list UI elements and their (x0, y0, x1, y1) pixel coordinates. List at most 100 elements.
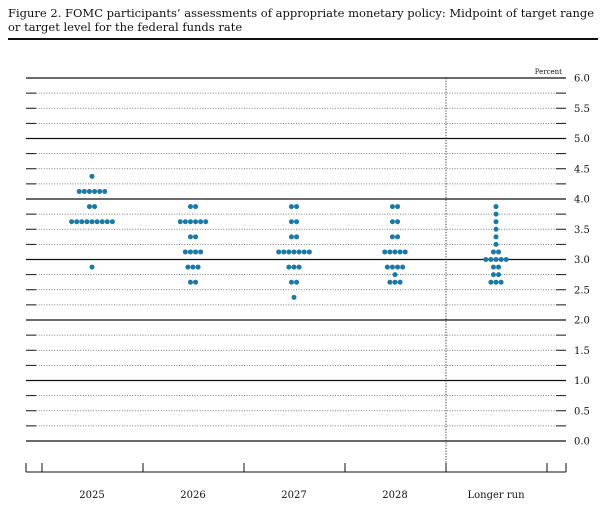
projection-dot (387, 249, 393, 255)
projection-dot (490, 272, 496, 278)
y-tick-label: 5.5 (574, 104, 590, 115)
projection-dot (193, 249, 199, 255)
projection-dot (395, 234, 401, 240)
projection-dot (185, 264, 191, 270)
projection-dot (387, 279, 393, 285)
projection-dot (395, 204, 401, 210)
projection-dot (496, 264, 502, 270)
projection-dot (102, 188, 108, 194)
projection-dot (104, 219, 110, 225)
projection-dot (493, 204, 499, 210)
projection-dot (99, 219, 105, 225)
x-category-label: 2026 (180, 490, 205, 501)
projection-dot (187, 249, 193, 255)
projection-dot (291, 264, 297, 270)
projection-dot (286, 264, 292, 270)
projection-dot (198, 219, 204, 225)
projection-dot (182, 219, 188, 225)
x-category-label: 2027 (281, 490, 306, 501)
projection-dot (496, 249, 502, 255)
projection-dot (190, 264, 196, 270)
projection-dot (193, 279, 199, 285)
projection-dot (86, 188, 92, 194)
projection-dot (389, 264, 395, 270)
projection-dot (89, 219, 95, 225)
chart-title-line2: or target level for the federal funds ra… (8, 20, 243, 34)
projection-dot (288, 219, 294, 225)
projection-dot (97, 188, 103, 194)
projection-dot (493, 279, 499, 285)
projection-dot (86, 204, 92, 210)
projection-dot (294, 279, 300, 285)
projection-dot (306, 249, 312, 255)
projection-dot (291, 294, 297, 300)
projection-dot (294, 219, 300, 225)
y-tick-label: 2.5 (574, 285, 590, 296)
projection-dot (382, 249, 388, 255)
projection-dot (294, 234, 300, 240)
projection-dot (397, 249, 403, 255)
projection-dot (301, 249, 307, 255)
projection-dot (296, 249, 302, 255)
y-tick-label: 1.5 (574, 346, 590, 357)
projection-dot (493, 211, 499, 217)
projection-dot (182, 249, 188, 255)
projection-dot (493, 226, 499, 232)
projection-dot (84, 219, 90, 225)
projection-dot (400, 264, 406, 270)
projection-dot (288, 234, 294, 240)
projection-dot (92, 204, 98, 210)
projection-dot (395, 219, 401, 225)
y-tick-label: 3.0 (574, 255, 590, 266)
projection-dot (397, 279, 403, 285)
projection-dot (503, 257, 509, 262)
projection-dot (402, 249, 408, 255)
y-tick-label: 6.0 (574, 74, 590, 85)
projection-dot (92, 188, 98, 194)
projection-dot (496, 272, 502, 278)
x-category-label: 2025 (79, 490, 104, 501)
projection-dot (493, 234, 499, 240)
title-rule (8, 38, 598, 40)
projection-dot (193, 234, 199, 240)
projection-dot (89, 264, 95, 270)
projection-dot (81, 188, 87, 194)
projection-dot (498, 279, 504, 285)
x-category-label: 2028 (382, 490, 407, 501)
projection-dot (276, 249, 282, 255)
projection-dot (392, 272, 398, 278)
projection-dot (392, 249, 398, 255)
chart-title-line1: Figure 2. FOMC participants’ assessments… (8, 6, 595, 20)
projection-dot (488, 257, 494, 262)
projection-dot (288, 204, 294, 210)
y-tick-label: 0.5 (574, 406, 590, 417)
projection-dot (79, 219, 85, 225)
y-tick-label: 2.0 (574, 316, 590, 327)
projection-dot (74, 219, 80, 225)
projection-dot (483, 257, 489, 262)
projection-dot (187, 279, 193, 285)
y-tick-label: 1.0 (574, 376, 590, 387)
projection-dot (389, 204, 395, 210)
projection-dot (288, 279, 294, 285)
projection-dot (187, 204, 193, 210)
y-tick-label: 3.5 (574, 225, 590, 236)
projection-dot (490, 249, 496, 255)
projection-dot (395, 264, 401, 270)
projection-dot (109, 219, 115, 225)
projection-dot (389, 219, 395, 225)
projection-dot (193, 219, 199, 225)
projection-dot (187, 234, 193, 240)
projection-dot (392, 279, 398, 285)
projection-dot (203, 219, 209, 225)
projection-dot (294, 204, 300, 210)
projection-dot (493, 241, 499, 247)
chart-title: Figure 2. FOMC participants’ assessments… (8, 6, 598, 34)
unit-label: Percent (535, 68, 562, 76)
projection-dot (286, 249, 292, 255)
projection-dot (69, 219, 75, 225)
y-tick-label: 5.0 (574, 134, 590, 145)
projection-dot (498, 257, 504, 262)
y-tick-label: 4.0 (574, 195, 590, 206)
